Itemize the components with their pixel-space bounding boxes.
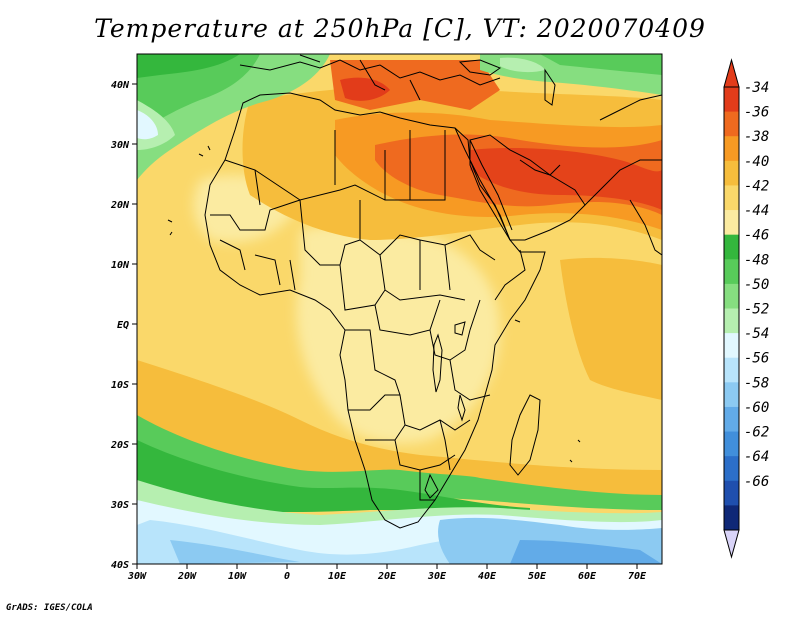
colorbar-top-arrow [723, 58, 740, 88]
x-tick-label: 60E [578, 571, 597, 582]
y-tick-label: 30S [110, 500, 129, 511]
y-tick-label: 10S [111, 380, 129, 391]
colorbar-label: -60 [744, 400, 769, 416]
colorbar-label: -50 [744, 277, 769, 293]
y-tick-label: 20N [110, 200, 130, 211]
colorbar-label: -44 [744, 203, 769, 219]
colorbar-swatch [724, 480, 739, 506]
colorbar-label: -64 [744, 449, 769, 465]
credit-label: GrADS: IGES/COLA [6, 603, 93, 613]
y-tick-label: 30N [110, 140, 130, 151]
colorbar: -34 -36 -38 -40 -42 -44 -46 -48 -50 -52 -54 -56 -58 -… [723, 58, 769, 559]
x-tick-label: 30E [427, 571, 447, 582]
colorbar-swatch [724, 259, 739, 285]
x-tick-label: 20E [377, 571, 397, 582]
colorbar-label: -38 [744, 129, 769, 145]
x-axis-ticks: 30W 20W 10W 0 10E 20E 30E 40E 50E 60E 70E [127, 564, 647, 582]
colorbar-label: -56 [744, 351, 769, 367]
colorbar-swatch [724, 283, 739, 309]
colorbar-label: -40 [744, 154, 769, 170]
colorbar-swatch [724, 333, 739, 359]
x-tick-label: 10W [228, 571, 247, 582]
colorbar-bottom-arrow [723, 529, 740, 559]
temperature-field [137, 54, 662, 564]
coastline-borders [167, 54, 662, 529]
y-tick-label: 40N [111, 80, 130, 91]
colorbar-label: -54 [744, 326, 769, 342]
colorbar-label: -58 [744, 375, 769, 391]
colorbar-swatch [724, 210, 739, 236]
colorbar-swatch [724, 160, 739, 186]
colorbar-swatch [724, 505, 739, 531]
x-tick-label: 40E [478, 571, 497, 582]
colorbar-swatch [724, 456, 739, 482]
colorbar-label: -52 [744, 302, 769, 318]
x-tick-label: 70E [628, 571, 647, 582]
colorbar-swatch [724, 87, 739, 113]
colorbar-swatch [724, 185, 739, 211]
colorbar-label: -62 [744, 425, 769, 441]
x-tick-label: 10E [328, 571, 347, 582]
colorbar-swatch [724, 111, 739, 137]
colorbar-label: -46 [744, 228, 769, 244]
colorbar-swatch [724, 406, 739, 433]
y-axis-ticks: 40N 30N 20N 10N EQ 10S 20S 30S 40S [110, 80, 137, 571]
x-tick-label: 50E [528, 571, 547, 582]
y-tick-label: 40S [111, 560, 129, 571]
colorbar-swatch [724, 357, 739, 383]
colorbar-label: -42 [744, 178, 769, 194]
map-frame [136, 53, 663, 565]
y-tick-label: EQ [117, 320, 129, 331]
x-tick-label: 20W [177, 571, 197, 582]
colorbar-swatch [724, 382, 739, 408]
y-tick-label: 20S [110, 440, 129, 451]
colorbar-label: -36 [744, 105, 769, 121]
colorbar-swatch [724, 308, 739, 334]
colorbar-swatch [724, 431, 739, 457]
colorbar-swatch [724, 234, 739, 260]
map-title: Temperature at 250hPa [C], VT: 202007040… [94, 14, 706, 43]
colorbar-label: -48 [744, 252, 769, 268]
colorbar-swatch [724, 136, 739, 162]
colorbar-label: -66 [744, 474, 769, 490]
colorbar-label: -34 [744, 80, 769, 96]
x-tick-label: 30W [127, 571, 147, 582]
y-tick-label: 10N [111, 260, 130, 271]
x-tick-label: 0 [284, 571, 290, 582]
